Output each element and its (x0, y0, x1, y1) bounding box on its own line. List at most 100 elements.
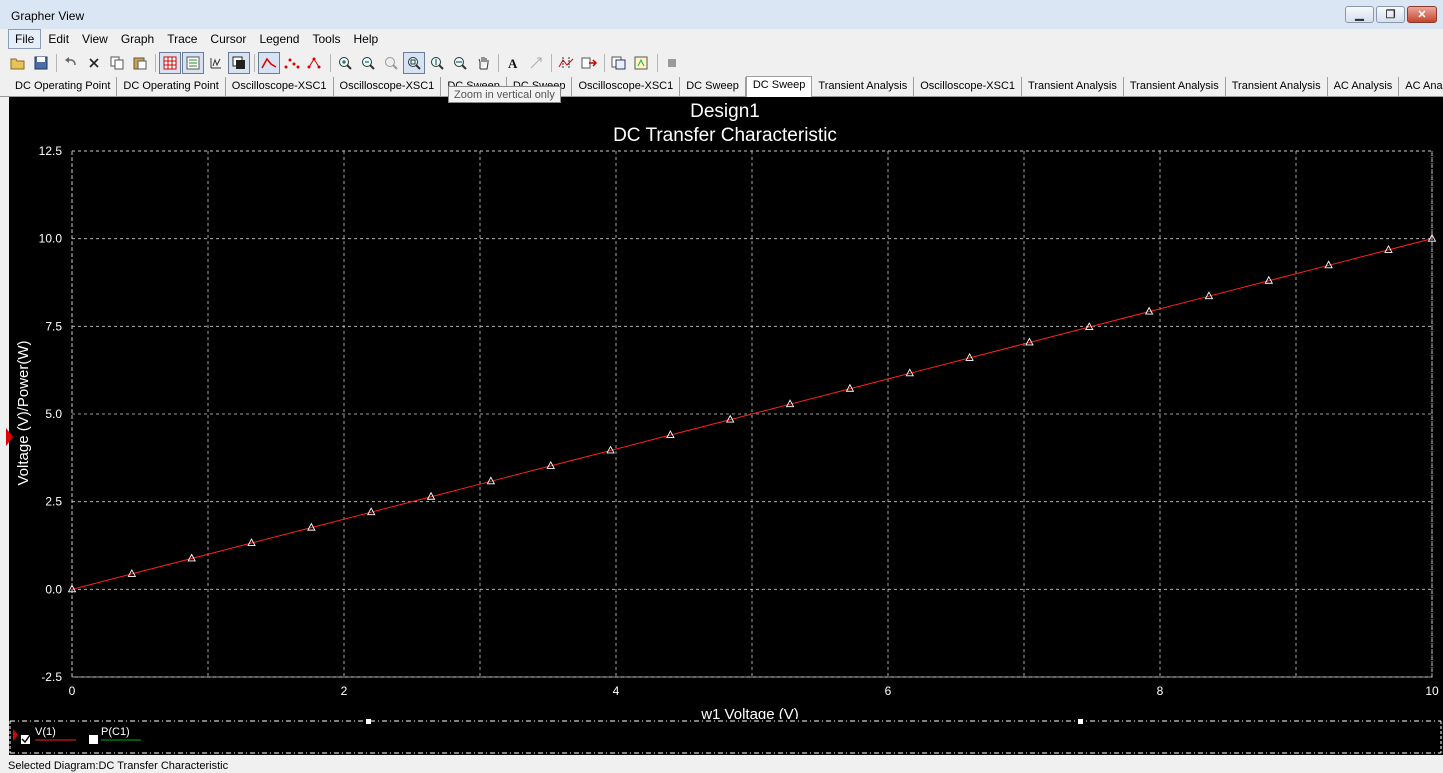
select-all-icon[interactable] (228, 52, 250, 74)
x-tick-label: 8 (1157, 684, 1164, 698)
tab-dc-sweep-selected[interactable]: DC Sweep (745, 76, 813, 97)
menu-graph[interactable]: Graph (120, 32, 155, 46)
tab-transient-analysis-1[interactable]: Transient Analysis (812, 77, 915, 96)
data-point-marker (1204, 291, 1214, 300)
menu-tools[interactable]: Tools (312, 32, 341, 46)
status-bar: Selected Diagram:DC Transfer Characteris… (0, 760, 1443, 773)
zoom-vertical-icon[interactable] (426, 52, 448, 74)
y-tick-label: -2.5 (41, 670, 62, 684)
tab-ac-analysis-2[interactable]: AC Analysis (1399, 77, 1443, 96)
menu-legend[interactable]: Legend (259, 32, 300, 46)
x-tick-label: 4 (613, 684, 620, 698)
title-bar: Grapher View ▁ ❐ ✕ (0, 0, 1443, 30)
chart-subtitle: DC Transfer Characteristic (613, 125, 837, 146)
tab-oscilloscope-xsc1-1[interactable]: Oscilloscope-XSC1 (225, 77, 334, 96)
export-icon[interactable] (578, 52, 600, 74)
data-point-marker (905, 368, 915, 377)
legend-icon[interactable] (182, 52, 204, 74)
tab-transient-analysis-2[interactable]: Transient Analysis (1022, 77, 1124, 96)
menu-cursor[interactable]: Cursor (210, 32, 247, 46)
copy-graph-icon[interactable] (608, 52, 630, 74)
zoom-out-icon[interactable] (357, 52, 379, 74)
zoom-area-icon[interactable] (403, 52, 425, 74)
graph-panel[interactable]: Design1 DC Transfer Characteristic w1 Vo… (9, 97, 1443, 719)
label-icon[interactable] (525, 52, 547, 74)
legend-checkbox-v1[interactable] (21, 735, 30, 744)
x-tick-label: 10 (1425, 684, 1439, 698)
undo-icon[interactable] (60, 52, 82, 74)
data-point-marker (785, 399, 795, 408)
delete-icon[interactable] (83, 52, 105, 74)
tab-oscilloscope-xsc1-3[interactable]: Oscilloscope-XSC1 (572, 77, 681, 96)
tab-dc-operating-point-1[interactable]: DC Operating Point (9, 77, 118, 96)
zoom-in-icon[interactable] (334, 52, 356, 74)
restore-button[interactable]: ❐ (1376, 6, 1405, 23)
data-point-marker (1264, 275, 1274, 284)
tooltip: Zoom in vertical only (448, 86, 561, 103)
data-point-marker (127, 568, 137, 577)
copy-icon[interactable] (106, 52, 128, 74)
data-point-marker (666, 430, 675, 438)
data-point-marker (845, 383, 855, 392)
data-point-marker (725, 414, 735, 423)
legend-selected-marker-icon (13, 729, 18, 741)
tab-transient-analysis-3[interactable]: Transient Analysis (1123, 77, 1226, 96)
legend-panel: V(1) P(C1) (9, 719, 1443, 755)
minimize-button[interactable]: ▁ (1345, 6, 1374, 23)
data-point-marker (67, 584, 77, 593)
tab-oscilloscope-xsc1-2[interactable]: Oscilloscope-XSC1 (333, 77, 442, 96)
x-tick-label: 2 (341, 684, 348, 698)
data-point-marker (187, 553, 196, 562)
y-tick-label: 10.0 (39, 232, 63, 246)
toolbar: A (0, 50, 1443, 76)
restore-icon: ❐ (1385, 9, 1396, 21)
data-point-marker (1384, 244, 1393, 253)
menu-edit[interactable]: Edit (48, 32, 70, 46)
save-icon[interactable] (30, 52, 52, 74)
pan-icon[interactable] (472, 52, 494, 74)
legend-border-sides (9, 721, 1442, 753)
series-line-0[interactable] (71, 238, 1433, 590)
line-dots-icon[interactable] (304, 52, 326, 74)
paste-icon[interactable] (129, 52, 151, 74)
check-icon (21, 734, 31, 744)
legend-resize-handle[interactable] (1078, 719, 1083, 724)
overview-icon[interactable] (205, 52, 227, 74)
tab-dc-sweep-3[interactable]: DC Sweep (680, 77, 746, 96)
data-point-marker (366, 507, 376, 516)
menu-view[interactable]: View (82, 32, 108, 46)
dots-icon[interactable] (281, 52, 303, 74)
data-point-marker (1025, 337, 1034, 346)
cursors-icon[interactable] (555, 52, 577, 74)
y-tick-label: 12.5 (39, 144, 63, 158)
tick-labels: 12.5 10.0 7.5 5.0 2.5 0.0 -2.5 0 2 4 6 8 10 (39, 144, 1439, 698)
zoom-full-icon[interactable] (380, 52, 402, 74)
tab-transient-analysis-4[interactable]: Transient Analysis (1225, 77, 1328, 96)
data-point-marker (1144, 306, 1154, 315)
series-layer[interactable] (67, 233, 1437, 593)
line-icon[interactable] (258, 52, 280, 74)
legend-checkbox-pc1[interactable] (89, 735, 98, 744)
chart[interactable]: Design1 DC Transfer Characteristic w1 Vo… (9, 97, 1443, 719)
tab-oscilloscope-xsc1-4[interactable]: Oscilloscope-XSC1 (914, 77, 1023, 96)
stop-icon[interactable] (661, 52, 683, 74)
legend-label-pc1: P(C1) (101, 726, 130, 738)
x-tick-label: 6 (885, 684, 892, 698)
menu-help[interactable]: Help (353, 32, 379, 46)
open-icon[interactable] (7, 52, 29, 74)
menu-trace[interactable]: Trace (167, 32, 198, 46)
grid-icon[interactable] (159, 52, 181, 74)
legend-resize-handle[interactable] (366, 719, 371, 724)
tab-dc-operating-point-2[interactable]: DC Operating Point (117, 77, 226, 96)
tab-ac-analysis-1[interactable]: AC Analysis (1327, 77, 1400, 96)
data-point-marker (1427, 233, 1437, 242)
close-button[interactable]: ✕ (1407, 6, 1437, 23)
properties-icon[interactable] (631, 52, 653, 74)
data-point-marker (307, 522, 316, 531)
zoom-horizontal-icon[interactable] (449, 52, 471, 74)
menu-bar: File Edit View Graph Trace Cursor Legend… (0, 29, 1443, 49)
menu-file[interactable]: File (8, 29, 42, 49)
text-icon[interactable]: A (502, 52, 524, 74)
x-axis-label: w1 Voltage (V) (700, 706, 799, 719)
